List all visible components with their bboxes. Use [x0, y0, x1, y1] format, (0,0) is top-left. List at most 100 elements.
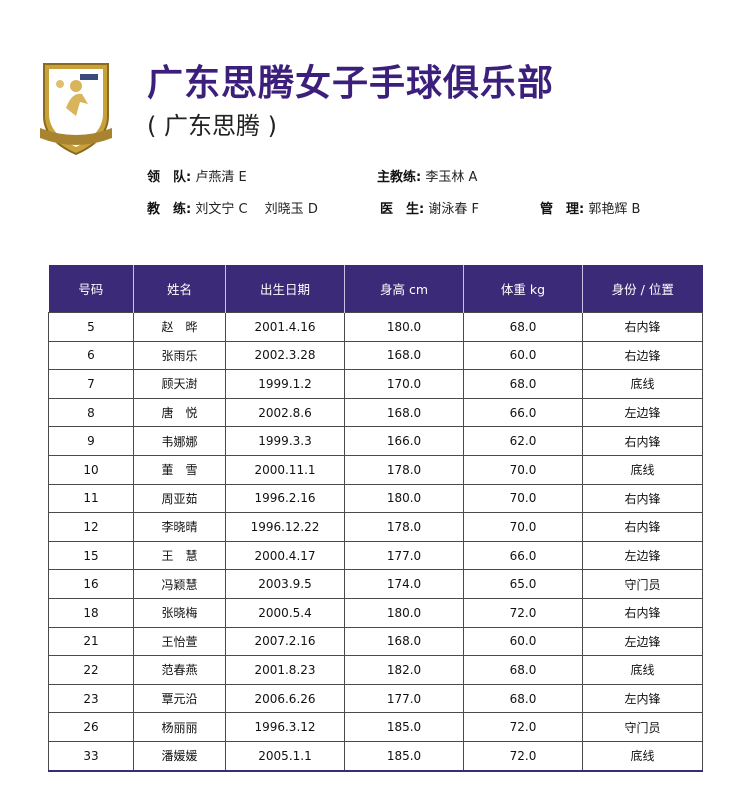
- table-row: 23 覃元沿 2006.6.26 177.0 68.0 左内锋: [48, 683, 703, 714]
- table-row: 9 韦娜娜 1999.3.3 166.0 62.0 右内锋: [48, 426, 703, 456]
- coach-value: 刘文宁 C 刘晓玉 D: [195, 202, 318, 217]
- cell-weight: 66.0: [463, 397, 583, 428]
- table-row: 18 张晓梅 2000.5.4 180.0 72.0 右内锋: [48, 597, 703, 628]
- cell-name: 范春燕: [133, 655, 226, 685]
- cell-name: 周亚茹: [133, 483, 226, 514]
- table-row: 15 王 慧 2000.4.17 177.0 66.0 左边锋: [48, 540, 703, 571]
- cell-position: 右内锋: [582, 483, 703, 514]
- cell-weight: 72.0: [463, 712, 583, 742]
- header-position: 身份 / 位置: [582, 265, 703, 313]
- cell-height: 166.0: [344, 426, 464, 456]
- cell-name: 张雨乐: [133, 340, 226, 371]
- cell-weight: 70.0: [463, 454, 583, 485]
- cell-number: 18: [48, 597, 134, 628]
- table-row: 22 范春燕 2001.8.23 182.0 68.0 底线: [48, 655, 703, 685]
- cell-number: 6: [48, 340, 134, 371]
- cell-name: 覃元沿: [133, 683, 226, 714]
- cell-height: 174.0: [344, 569, 464, 599]
- cell-weight: 66.0: [463, 540, 583, 571]
- cell-birthdate: 2007.2.16: [225, 626, 345, 657]
- team-leader: 领 队: 卢燕清 E: [147, 166, 247, 185]
- cell-height: 185.0: [344, 740, 464, 772]
- cell-weight: 72.0: [463, 597, 583, 628]
- cell-number: 12: [48, 512, 134, 542]
- cell-position: 左边锋: [582, 626, 703, 657]
- cell-position: 底线: [582, 655, 703, 685]
- cell-position: 右内锋: [582, 312, 703, 342]
- cell-name: 王 慧: [133, 540, 226, 571]
- cell-birthdate: 1996.2.16: [225, 483, 345, 514]
- cell-number: 7: [48, 369, 134, 399]
- cell-weight: 60.0: [463, 340, 583, 371]
- cell-height: 168.0: [344, 340, 464, 371]
- cell-position: 左内锋: [582, 683, 703, 714]
- cell-height: 180.0: [344, 483, 464, 514]
- table-row: 11 周亚茹 1996.2.16 180.0 70.0 右内锋: [48, 483, 703, 514]
- cell-weight: 68.0: [463, 683, 583, 714]
- cell-position: 右边锋: [582, 340, 703, 371]
- cell-birthdate: 2006.6.26: [225, 683, 345, 714]
- cell-birthdate: 2002.8.6: [225, 397, 345, 428]
- cell-height: 178.0: [344, 454, 464, 485]
- cell-name: 杨丽丽: [133, 712, 226, 742]
- page-title: 广东思腾女子手球俱乐部: [147, 63, 555, 104]
- coaches: 教 练: 刘文宁 C 刘晓玉 D: [147, 198, 318, 217]
- header-name: 姓名: [133, 265, 226, 313]
- table-row: 10 董 雪 2000.11.1 178.0 70.0 底线: [48, 454, 703, 485]
- cell-position: 底线: [582, 454, 703, 485]
- table-row: 7 顾天澍 1999.1.2 170.0 68.0 底线: [48, 369, 703, 399]
- cell-position: 左边锋: [582, 540, 703, 571]
- cell-birthdate: 2000.11.1: [225, 454, 345, 485]
- cell-name: 冯颖慧: [133, 569, 226, 599]
- cell-weight: 65.0: [463, 569, 583, 599]
- cell-number: 26: [48, 712, 134, 742]
- table-row: 12 李晓晴 1996.12.22 178.0 70.0 右内锋: [48, 512, 703, 542]
- cell-birthdate: 1999.1.2: [225, 369, 345, 399]
- handball-club-crest-icon: [40, 63, 112, 156]
- cell-birthdate: 2003.9.5: [225, 569, 345, 599]
- club-logo: [36, 58, 116, 158]
- cell-name: 顾天澍: [133, 369, 226, 399]
- cell-weight: 70.0: [463, 512, 583, 542]
- cell-number: 11: [48, 483, 134, 514]
- head-coach-label: 主教练:: [377, 170, 422, 185]
- cell-height: 177.0: [344, 540, 464, 571]
- head-coach-value: 李玉林 A: [425, 170, 478, 185]
- cell-birthdate: 2001.8.23: [225, 655, 345, 685]
- cell-position: 守门员: [582, 712, 703, 742]
- cell-position: 底线: [582, 369, 703, 399]
- cell-number: 23: [48, 683, 134, 714]
- cell-weight: 68.0: [463, 369, 583, 399]
- cell-weight: 70.0: [463, 483, 583, 514]
- table-row: 26 杨丽丽 1996.3.12 185.0 72.0 守门员: [48, 712, 703, 742]
- cell-weight: 72.0: [463, 740, 583, 772]
- cell-weight: 68.0: [463, 312, 583, 342]
- header-number: 号码: [48, 265, 134, 313]
- cell-height: 168.0: [344, 626, 464, 657]
- cell-birthdate: 1996.3.12: [225, 712, 345, 742]
- cell-birthdate: 1999.3.3: [225, 426, 345, 456]
- cell-number: 21: [48, 626, 134, 657]
- cell-number: 10: [48, 454, 134, 485]
- header-height: 身高 cm: [344, 265, 464, 313]
- manager-label: 管 理:: [540, 202, 585, 217]
- cell-number: 5: [48, 312, 134, 342]
- cell-height: 177.0: [344, 683, 464, 714]
- cell-height: 178.0: [344, 512, 464, 542]
- cell-name: 王怡萱: [133, 626, 226, 657]
- head-coach: 主教练: 李玉林 A: [377, 166, 477, 185]
- cell-height: 170.0: [344, 369, 464, 399]
- cell-number: 9: [48, 426, 134, 456]
- cell-height: 185.0: [344, 712, 464, 742]
- cell-number: 8: [48, 397, 134, 428]
- cell-weight: 68.0: [463, 655, 583, 685]
- cell-height: 180.0: [344, 312, 464, 342]
- manager: 管 理: 郭艳辉 B: [540, 198, 640, 217]
- cell-height: 168.0: [344, 397, 464, 428]
- cell-birthdate: 1996.12.22: [225, 512, 345, 542]
- table-header-row: 号码 姓名 出生日期 身高 cm 体重 kg 身份 / 位置: [48, 265, 703, 313]
- team-leader-value: 卢燕清 E: [195, 170, 247, 185]
- manager-value: 郭艳辉 B: [588, 202, 641, 217]
